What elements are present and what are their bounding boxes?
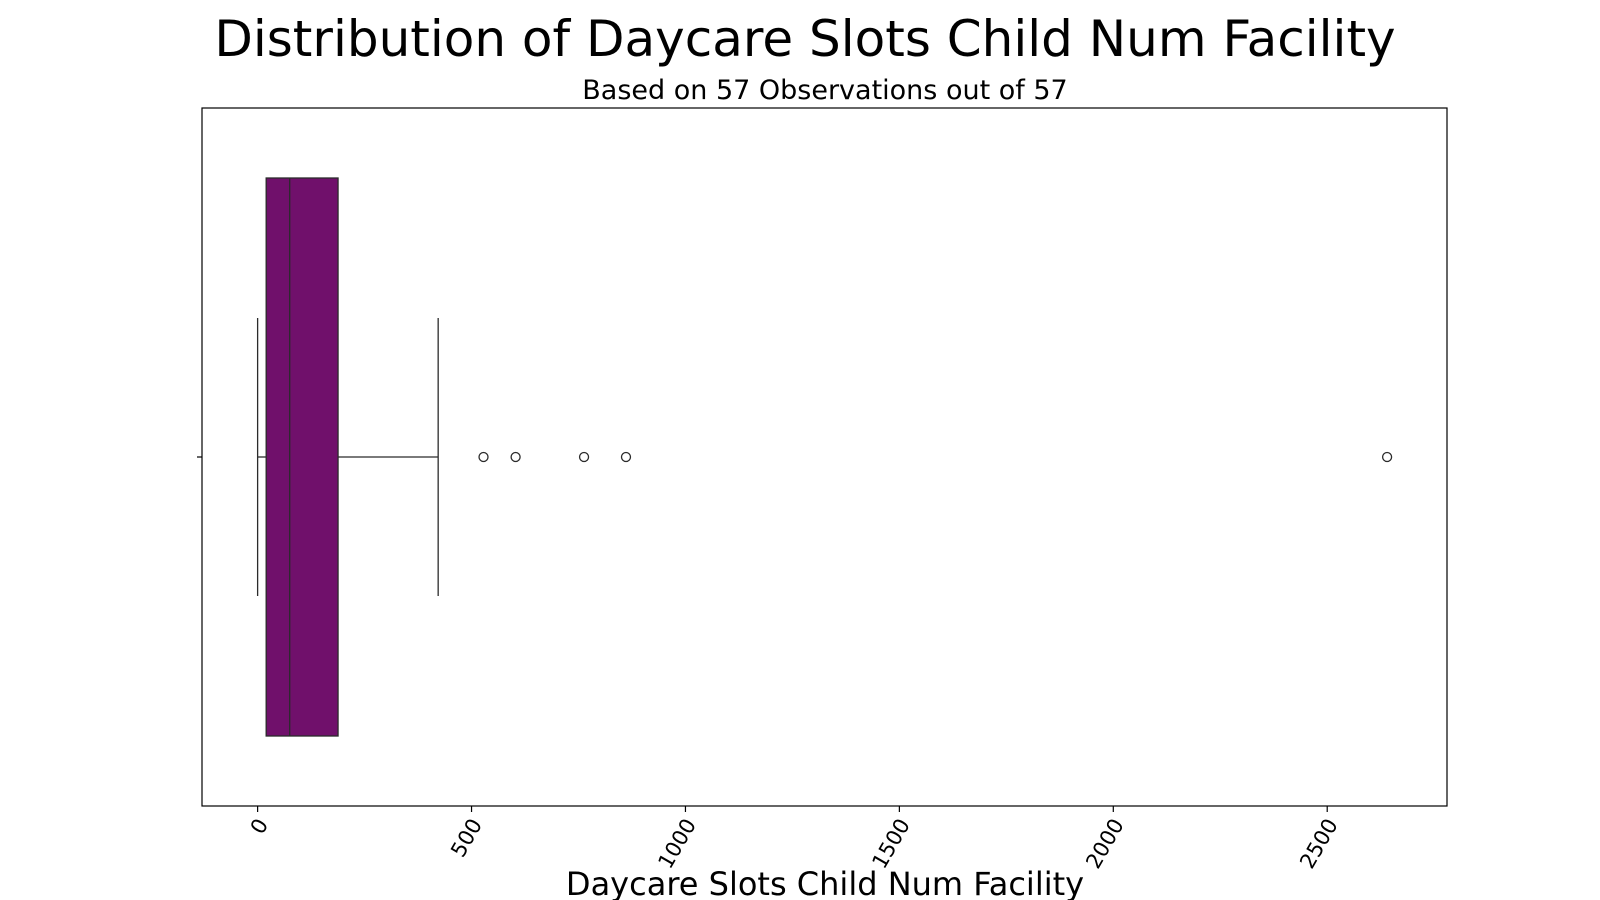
plot-area <box>197 107 1448 807</box>
iqr-box <box>265 177 339 737</box>
x-axis-ticks: 0 500 1000 1500 2000 2500 <box>246 806 1343 873</box>
x-tick-label: 2000 <box>1081 815 1129 873</box>
chart-subtitle: Based on 57 Observations out of 57 <box>582 75 1067 106</box>
chart-title: Distribution of Daycare Slots Child Num … <box>214 10 1395 68</box>
outlier-point <box>620 451 632 463</box>
outlier-point <box>1381 451 1393 463</box>
outlier-point <box>478 451 489 463</box>
x-tick-label: 500 <box>446 815 487 862</box>
x-axis-label: Daycare Slots Child Num Facility <box>566 865 1084 900</box>
outlier-point <box>578 451 590 463</box>
x-tick-label: 2500 <box>1295 815 1343 873</box>
x-tick-label: 0 <box>246 815 273 839</box>
outlier-point <box>510 451 521 463</box>
